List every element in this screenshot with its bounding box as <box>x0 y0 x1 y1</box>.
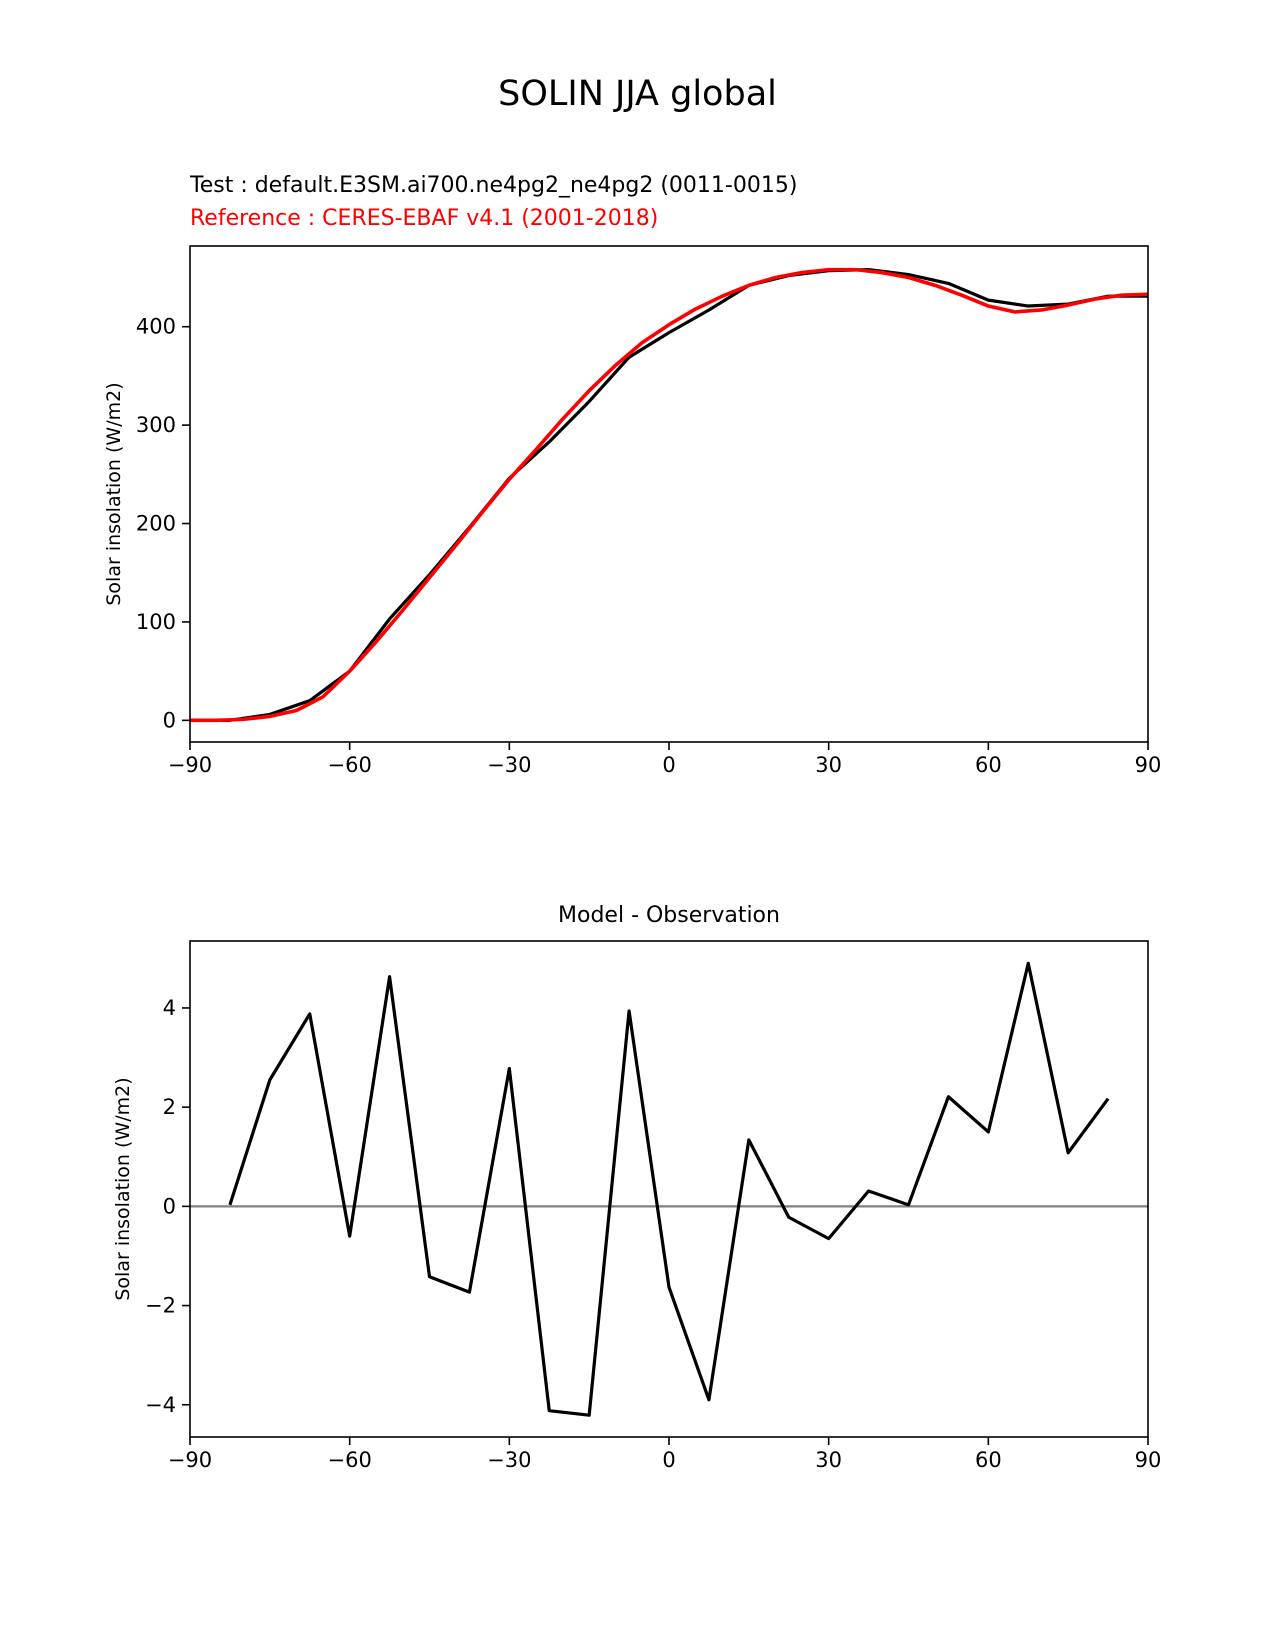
reference-label: Reference : CERES-EBAF v4.1 (2001-2018) <box>190 206 659 231</box>
top-y-tick-label: 200 <box>136 512 176 536</box>
top-x-tick-label: −30 <box>487 753 531 777</box>
bottom-x-tick-label: 60 <box>975 1448 1002 1472</box>
top-x-tick-label: −60 <box>328 753 372 777</box>
top-y-tick-label: 0 <box>163 708 176 732</box>
bottom-x-tick-label: 90 <box>1135 1448 1162 1472</box>
bottom-series-difference-line <box>228 961 1110 1417</box>
bottom-x-tick-label: 30 <box>815 1448 842 1472</box>
top-axes-frame <box>189 245 1149 743</box>
bottom-y-axis-label: Solar insolation (W/m2) <box>112 1077 134 1300</box>
top-series-test-line <box>190 268 1148 722</box>
difference-chart: −90 −60 −30 0 30 60 90 −4 −2 0 2 4 Solar insolation … <box>112 940 1162 1472</box>
top-x-tick-label: 30 <box>815 753 842 777</box>
bottom-y-tick-label: −2 <box>145 1294 176 1318</box>
top-y-tick-label: 100 <box>136 610 176 634</box>
bottom-y-tick-label: −4 <box>145 1393 176 1417</box>
bottom-axes-frame <box>189 940 1149 1438</box>
bottom-y-tick-label: 2 <box>163 1095 176 1119</box>
zonal-mean-chart: −90 −60 −30 0 30 60 90 0 100 200 300 400 Solar insol… <box>103 245 1162 777</box>
figure-title: SOLIN JJA global <box>498 74 777 114</box>
test-label: Test : default.E3SM.ai700.ne4pg2_ne4pg2 … <box>190 173 798 198</box>
top-x-tick-label: 0 <box>662 753 675 777</box>
bottom-y-tick-label: 4 <box>163 996 176 1020</box>
top-x-tick-label: −90 <box>168 753 212 777</box>
difference-title: Model - Observation <box>558 903 780 928</box>
top-x-tick-label: 60 <box>975 753 1002 777</box>
top-series-reference-line <box>190 267 1149 723</box>
bottom-x-tick-label: 0 <box>662 1448 675 1472</box>
top-x-tick-label: 90 <box>1135 753 1162 777</box>
bottom-x-tick-label: −30 <box>487 1448 531 1472</box>
bottom-x-tick-label: −60 <box>328 1448 372 1472</box>
top-y-tick-label: 300 <box>136 413 176 437</box>
bottom-y-tick-label: 0 <box>163 1194 176 1218</box>
top-y-axis-label: Solar insolation (W/m2) <box>103 382 125 605</box>
top-y-tick-label: 400 <box>136 315 176 339</box>
bottom-x-tick-label: −90 <box>168 1448 212 1472</box>
